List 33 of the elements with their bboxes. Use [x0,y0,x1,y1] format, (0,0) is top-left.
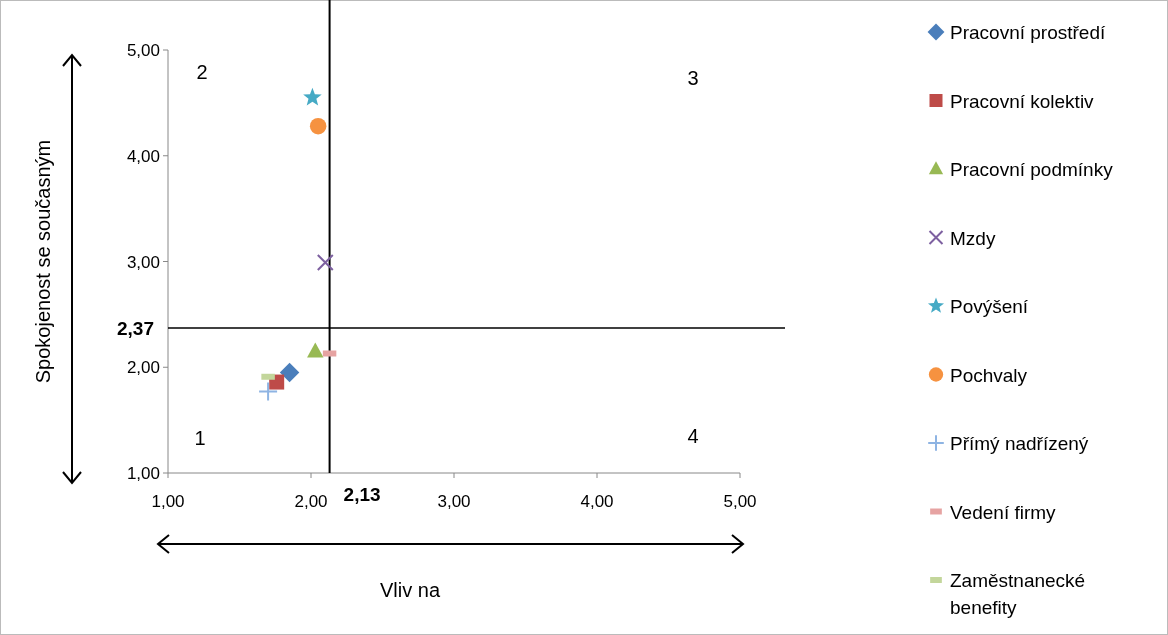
x-tick-label: 5,00 [723,492,757,511]
y-tick-label: 2,00 [126,358,160,378]
annotation: 2 [196,61,208,83]
legend-label: Pracovní podmínky [950,159,1114,180]
y-tick-label: 4,00 [126,146,160,166]
annotation: 1 [194,427,206,449]
point [279,362,300,383]
x-tick-label: 4,00 [580,492,614,511]
point [309,117,327,135]
y-axis-title: Spokojenost se současným [32,139,54,384]
point [316,254,334,272]
legend-label: Povýšení [950,296,1029,317]
y-tick-label: 3,00 [126,252,160,272]
ref-line-label: 2,37 [117,318,154,340]
legend-label: Pracovní prostředí [950,22,1106,43]
legend-label: Pracovní kolektiv [950,90,1095,112]
x-tick-label: 2,00 [294,492,328,511]
legend-label: Vedení firmy [950,501,1057,523]
legend-label: Mzdy [950,227,996,249]
legend-label: Pochvaly [950,364,1028,386]
legend-label: Přímý nadřízený [950,433,1089,454]
ref-line-label: 2,13 [343,484,381,505]
y-tick-label: 1,00 [126,464,160,483]
point [307,342,324,358]
x-tick-label: 3,00 [437,492,471,511]
legend-label: Zaměstnanecké benefity [950,570,1086,618]
y-tick-label: 5,00 [126,41,160,60]
x-tick-label: 1,00 [151,492,185,511]
point [258,381,279,402]
point [303,87,322,106]
annotation: 4 [687,425,699,447]
x-axis-title: Vliv na [379,579,441,601]
annotation: 3 [687,67,699,89]
